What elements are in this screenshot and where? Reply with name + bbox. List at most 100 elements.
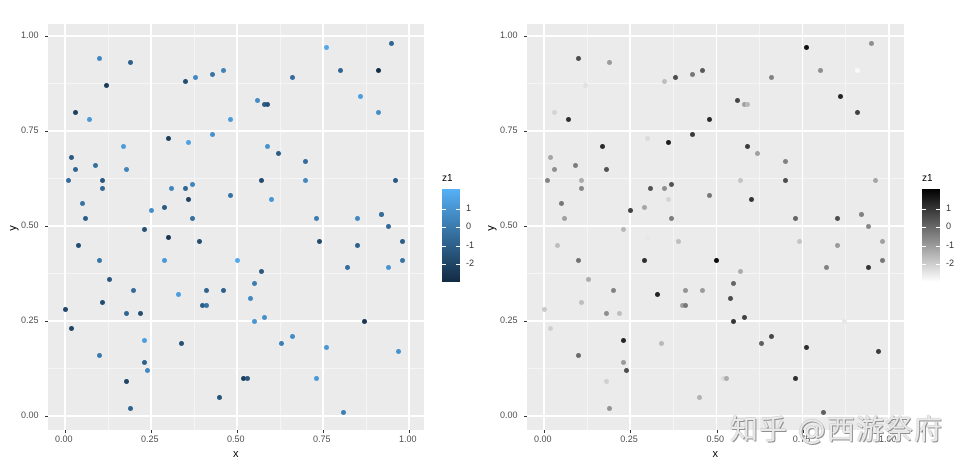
data-point xyxy=(258,269,264,275)
data-point xyxy=(879,257,885,263)
legend-tick xyxy=(922,264,926,265)
data-point xyxy=(803,345,809,351)
legend-tick xyxy=(456,227,460,228)
major-gridline-x xyxy=(888,24,890,430)
legend-tick-label: 1 xyxy=(946,203,952,213)
data-point xyxy=(165,234,171,240)
data-point xyxy=(210,71,216,77)
data-point xyxy=(579,299,585,305)
major-gridline-y xyxy=(48,225,424,227)
y-tick-label: 0.25 xyxy=(500,315,518,325)
legend-title: z1 xyxy=(922,173,933,184)
data-point xyxy=(72,166,78,172)
data-point xyxy=(265,101,271,107)
data-point xyxy=(62,307,68,313)
grey-scatter-plot: 0.00 0.00 0.25 0.25 0.50 0.50 0.75 0.75 1.00 1.00… xyxy=(478,0,974,468)
data-point xyxy=(210,132,216,138)
legend-title: z1 xyxy=(442,173,453,184)
data-point xyxy=(817,67,823,73)
data-point xyxy=(648,185,654,191)
data-point xyxy=(323,345,329,351)
data-point xyxy=(682,303,688,309)
major-gridline-y xyxy=(48,35,424,37)
data-point xyxy=(127,405,133,411)
legend-colorbar xyxy=(442,189,460,282)
y-tick-label: 0.00 xyxy=(21,410,39,420)
data-point xyxy=(341,409,347,415)
x-tick xyxy=(237,430,238,433)
legend-tick-label: -1 xyxy=(946,240,955,250)
data-point xyxy=(227,117,233,123)
legend-tick xyxy=(936,264,940,265)
data-point xyxy=(124,379,130,385)
data-point xyxy=(548,326,554,332)
data-point xyxy=(662,79,668,85)
data-point xyxy=(279,341,285,347)
data-point xyxy=(241,375,247,381)
legend-tick xyxy=(442,246,446,247)
data-point xyxy=(182,79,188,85)
legend-tick xyxy=(922,209,926,210)
data-point xyxy=(200,303,206,309)
legend-tick-label: 1 xyxy=(466,203,472,213)
y-axis-title: y xyxy=(484,225,497,231)
y-tick xyxy=(524,226,527,227)
data-point xyxy=(141,360,147,366)
data-point xyxy=(544,177,550,183)
data-point xyxy=(262,101,268,107)
major-gridline-y xyxy=(527,130,904,132)
data-point xyxy=(100,185,106,191)
data-point xyxy=(186,196,192,202)
y-tick xyxy=(45,226,48,227)
data-point xyxy=(131,288,137,294)
x-tick-label: 1.00 xyxy=(879,434,897,444)
data-point xyxy=(669,215,675,221)
data-point xyxy=(303,177,309,183)
minor-gridline-x xyxy=(279,24,281,430)
data-point xyxy=(565,117,571,123)
data-point xyxy=(641,257,647,263)
data-point xyxy=(100,177,106,183)
legend-tick xyxy=(456,264,460,265)
data-point xyxy=(834,215,840,221)
data-point xyxy=(317,238,323,244)
data-point xyxy=(624,367,630,373)
data-point xyxy=(79,200,85,206)
major-gridline-x xyxy=(236,24,238,430)
data-point xyxy=(865,265,871,271)
y-tick-label: 0.75 xyxy=(500,125,518,135)
data-point xyxy=(244,375,250,381)
legend-tick-label: 0 xyxy=(946,221,952,231)
data-point xyxy=(793,375,799,381)
x-tick-label: 0.75 xyxy=(313,434,331,444)
data-point xyxy=(858,212,864,218)
data-point xyxy=(665,196,671,202)
data-point xyxy=(579,177,585,183)
major-gridline-y xyxy=(527,35,904,37)
data-point xyxy=(551,109,557,115)
data-point xyxy=(193,75,199,81)
data-point xyxy=(399,238,405,244)
data-point xyxy=(344,265,350,271)
legend-tick-label: 0 xyxy=(466,221,472,231)
data-point xyxy=(731,318,737,324)
data-point xyxy=(558,200,564,206)
data-point xyxy=(872,177,878,183)
data-point xyxy=(96,352,102,358)
major-gridline-y xyxy=(48,130,424,132)
data-point xyxy=(745,143,751,149)
x-tick xyxy=(409,430,410,433)
data-point xyxy=(378,212,384,218)
data-point xyxy=(375,67,381,73)
data-point xyxy=(65,177,71,183)
major-gridline-x xyxy=(408,24,410,430)
data-point xyxy=(669,181,675,187)
data-point xyxy=(679,303,685,309)
data-point xyxy=(734,98,740,104)
y-tick-label: 0.50 xyxy=(500,220,518,230)
data-point xyxy=(738,269,744,275)
y-tick xyxy=(45,416,48,417)
data-point xyxy=(399,257,405,263)
data-point xyxy=(727,295,733,301)
data-point xyxy=(579,185,585,191)
